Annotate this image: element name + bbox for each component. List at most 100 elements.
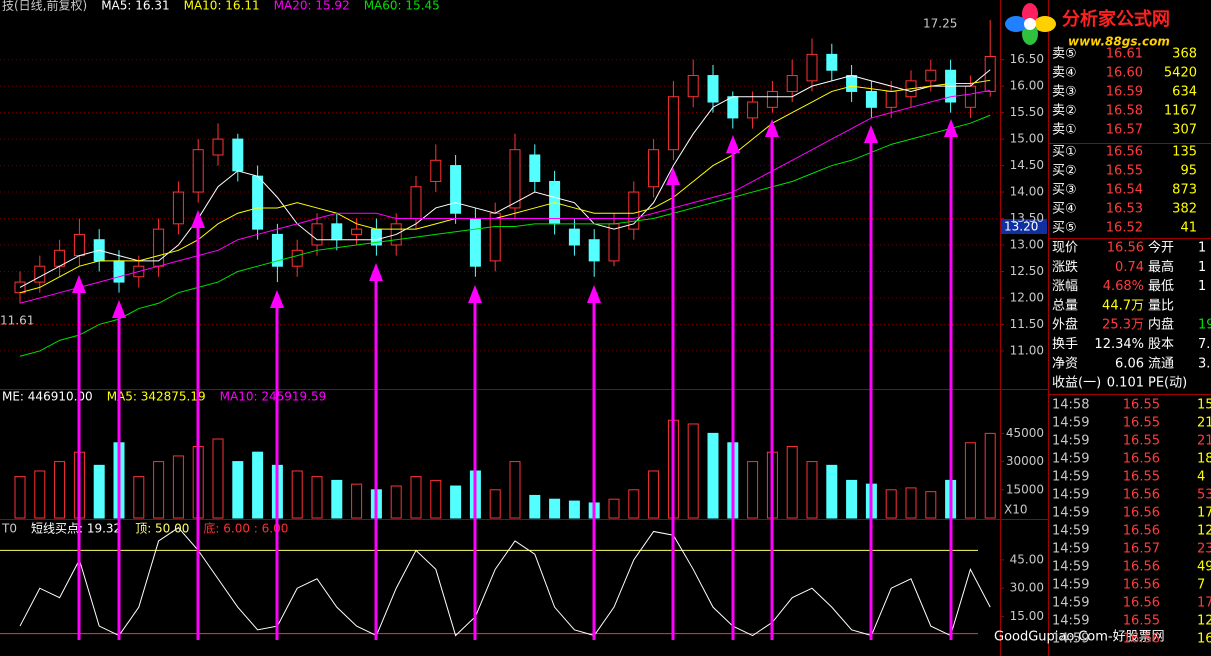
- panel-text: 买⑤: [1052, 221, 1077, 236]
- y-tick-label: 12.50: [1010, 264, 1044, 278]
- panel-text: 873: [1172, 183, 1197, 198]
- candle-body: [648, 149, 660, 188]
- panel-text: 最高: [1148, 259, 1174, 275]
- logo: 分析家公式网 www.88gs.com: [1005, 3, 1170, 49]
- candle-body: [172, 191, 184, 225]
- panel-text: 14:59: [1052, 452, 1089, 467]
- y-tick-label: 16.50: [1010, 52, 1044, 66]
- panel-text: 16: [1197, 632, 1211, 647]
- panel-text: 卖④: [1052, 66, 1077, 81]
- legend-entry: T0: [1, 522, 17, 536]
- legend-entry: MA10: 245919.59: [220, 390, 327, 404]
- legend-entry: MA5: 16.31: [101, 0, 169, 13]
- panel-text: 12.34%: [1094, 337, 1144, 352]
- signal-arrowhead: [944, 119, 958, 137]
- y-tick-label: 13.00: [1010, 238, 1044, 252]
- panel-text: 量比: [1148, 298, 1174, 313]
- volume-axis-note: X10: [1004, 503, 1028, 517]
- low-label: 11.61: [0, 314, 34, 328]
- volume-bar: [747, 461, 759, 519]
- panel-text: 16.59: [1106, 85, 1143, 100]
- panel-text: 总量: [1052, 298, 1078, 313]
- panel-text: 368: [1172, 47, 1197, 62]
- panel-text: 44.7万: [1102, 298, 1144, 313]
- panel-text: 16.61: [1106, 47, 1143, 62]
- line: [19, 114, 991, 357]
- signal-arrowhead: [112, 300, 126, 318]
- y-tick-label: 30000: [1006, 454, 1044, 468]
- panel-text: 16.52: [1106, 221, 1143, 236]
- legend-entry: MA60: 15.45: [364, 0, 440, 13]
- panel-text: 16.53: [1106, 202, 1143, 217]
- panel-text: 16.57: [1123, 542, 1160, 557]
- candle-body: [529, 154, 541, 182]
- volume-bar: [133, 476, 145, 519]
- candle-body: [410, 186, 422, 220]
- legend-entry: ME: 446910.00: [2, 390, 93, 404]
- panel-text: 16.56: [1123, 452, 1160, 467]
- logo-url: www.88gs.com: [1068, 35, 1170, 49]
- volume-bar: [786, 446, 798, 519]
- y-tick-label: 30.00: [1010, 581, 1044, 595]
- legend-entry: 技(日线,前复权): [2, 0, 87, 13]
- candle-body: [331, 223, 343, 241]
- volume-bar: [172, 455, 184, 519]
- candle-body: [311, 223, 323, 246]
- panel-text: 18: [1197, 452, 1211, 467]
- panel-text: 内盘: [1148, 317, 1174, 333]
- volume-bar: [450, 485, 462, 519]
- legend-entry: MA10: 16.11: [184, 0, 260, 13]
- volume-bar: [608, 498, 620, 519]
- panel-text: 14:59: [1052, 632, 1089, 647]
- panel-text: 14:59: [1052, 560, 1089, 575]
- volume-bar: [509, 461, 521, 519]
- panel-text: 25.3万: [1102, 318, 1144, 333]
- volume-bar: [232, 461, 244, 519]
- volume-bar: [410, 476, 422, 519]
- candle-body: [232, 138, 244, 172]
- y-tick-label: 14.00: [1010, 185, 1044, 199]
- panel-text: 16.55: [1106, 164, 1143, 179]
- panel-text: 382: [1172, 202, 1197, 217]
- panel-text: 21: [1197, 434, 1211, 449]
- panel-text: 买①: [1052, 145, 1077, 160]
- volume-bar: [925, 491, 937, 519]
- volume-bar: [806, 461, 818, 519]
- panel-text: 17: [1197, 596, 1211, 611]
- volume-bar: [984, 432, 996, 519]
- panel-text: 14:59: [1052, 488, 1089, 503]
- volume-bar: [351, 483, 363, 519]
- panel-text: 21: [1197, 416, 1211, 431]
- panel-text: 16.56: [1107, 241, 1144, 256]
- panel-text: 14:59: [1052, 506, 1089, 521]
- panel-text: 14:59: [1052, 416, 1089, 431]
- panel-text: 41: [1180, 221, 1197, 236]
- watermark: GoodGupiao.Com-好股票网: [994, 630, 1165, 645]
- signal-arrowhead: [864, 125, 878, 143]
- y-tick-label: 13.50: [1010, 211, 1044, 225]
- panel-text: 16.56: [1123, 632, 1160, 647]
- panel-text: 14:58: [1052, 398, 1089, 413]
- panel-text: 16.58: [1106, 104, 1143, 119]
- panel-text: 卖⑤: [1052, 47, 1077, 62]
- y-tick-label: 15.50: [1010, 105, 1044, 119]
- candle-body: [964, 85, 976, 108]
- candle-body: [113, 260, 125, 283]
- panel-text: 14:59: [1052, 470, 1089, 485]
- panel-text: 23: [1197, 542, 1211, 557]
- panel-text: 0.74: [1115, 260, 1144, 275]
- panel-text: 涨幅: [1052, 279, 1078, 294]
- signal-arrowhead: [270, 290, 284, 308]
- candle-body: [806, 53, 818, 82]
- panel-text: 16.55: [1123, 434, 1160, 449]
- panel-text: 16.55: [1123, 416, 1160, 431]
- panel-text: 135: [1172, 145, 1197, 160]
- volume-bar: [153, 461, 165, 519]
- panel-text: 12: [1197, 524, 1211, 539]
- volume-bar: [826, 464, 838, 519]
- panel-text: 16.55: [1123, 470, 1160, 485]
- candle-body: [727, 96, 739, 119]
- volume-bar: [291, 470, 303, 519]
- panel-text: 16.55: [1123, 614, 1160, 629]
